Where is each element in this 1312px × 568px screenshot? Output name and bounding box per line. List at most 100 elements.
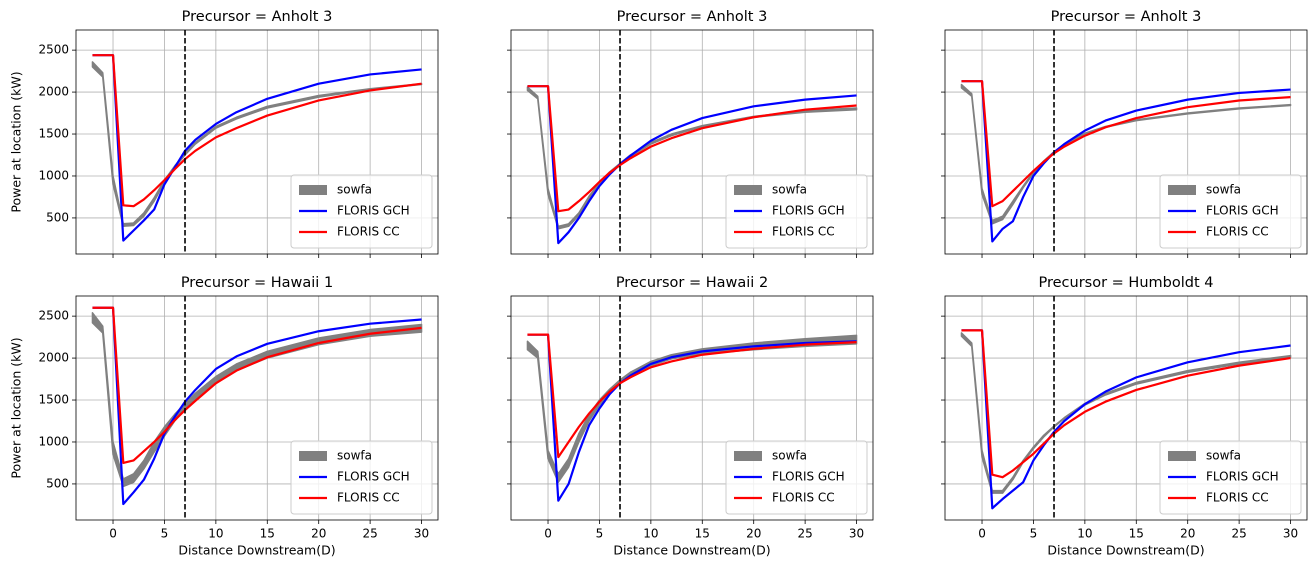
legend: sowfa FLORIS GCH FLORIS CC bbox=[1159, 440, 1302, 515]
y-tick-label: 500 bbox=[46, 476, 69, 490]
legend-label: sowfa bbox=[1206, 183, 1241, 197]
x-tick-label: 5 bbox=[161, 527, 169, 541]
x-tick-label: 25 bbox=[362, 527, 377, 541]
y-axis-label: Power at location (kW) bbox=[9, 71, 24, 212]
x-tick-label: 5 bbox=[596, 527, 604, 541]
axes-frame bbox=[944, 295, 1308, 521]
subplot: 0 5 10 15 20 25 30 Precursor = Hawaii 2 Distance… bbox=[507, 275, 874, 558]
legend-label: sowfa bbox=[772, 449, 807, 463]
x-tick-label: 10 bbox=[1077, 527, 1092, 541]
subplot-title: Precursor = Anholt 3 bbox=[182, 9, 333, 25]
series-line bbox=[527, 85, 857, 213]
subplot: 0 5 10 15 20 25 30 500 1000 1500 2000 2500 Precursor… bbox=[9, 275, 439, 558]
series-line bbox=[527, 85, 857, 245]
legend: sowfa FLORIS GCH FLORIS CC bbox=[1159, 174, 1302, 249]
series-band bbox=[526, 86, 858, 230]
legend-label: FLORIS CC bbox=[772, 225, 835, 239]
legend-label: sowfa bbox=[337, 449, 372, 463]
legend-swatch bbox=[1168, 185, 1196, 195]
legend: sowfa FLORIS GCH FLORIS CC bbox=[725, 174, 868, 249]
series-line bbox=[961, 329, 1291, 510]
legend-label: FLORIS GCH bbox=[1206, 204, 1279, 218]
x-axis-label: Distance Downstream(D) bbox=[613, 543, 770, 558]
series-line bbox=[527, 333, 857, 459]
legend-label: FLORIS CC bbox=[1206, 491, 1269, 505]
legend-label: FLORIS CC bbox=[1206, 225, 1269, 239]
series-band bbox=[91, 312, 423, 488]
y-tick-label: 1000 bbox=[38, 168, 69, 182]
axes-frame bbox=[75, 29, 439, 255]
subplot: 0 5 10 15 20 25 30 Precursor = Humboldt 4 Distan… bbox=[941, 275, 1308, 558]
legend-swatch bbox=[734, 185, 762, 195]
x-tick-label: 5 bbox=[1030, 527, 1038, 541]
y-tick-label: 1500 bbox=[38, 393, 69, 407]
legend-label: FLORIS GCH bbox=[772, 470, 845, 484]
subplot-title: Precursor = Anholt 3 bbox=[617, 9, 768, 25]
legend-label: FLORIS GCH bbox=[337, 204, 410, 218]
subplot-title: Precursor = Hawaii 2 bbox=[616, 275, 768, 291]
series-line bbox=[92, 54, 422, 208]
axes-frame bbox=[75, 295, 439, 521]
series-band bbox=[960, 83, 1292, 225]
series-line bbox=[961, 80, 1291, 208]
x-axis-label: Distance Downstream(D) bbox=[178, 543, 335, 558]
x-tick-label: 0 bbox=[544, 527, 552, 541]
legend-label: FLORIS GCH bbox=[772, 204, 845, 218]
legend-label: sowfa bbox=[337, 183, 372, 197]
x-tick-label: 20 bbox=[1180, 527, 1195, 541]
legend: sowfa FLORIS GCH FLORIS CC bbox=[290, 440, 433, 515]
legend: sowfa FLORIS GCH FLORIS CC bbox=[290, 174, 433, 249]
legend-label: FLORIS GCH bbox=[1206, 470, 1279, 484]
subplot-title: Precursor = Anholt 3 bbox=[1051, 9, 1202, 25]
x-tick-label: 10 bbox=[643, 527, 658, 541]
axes-frame bbox=[510, 295, 874, 521]
x-tick-label: 15 bbox=[260, 527, 275, 541]
y-tick-label: 2000 bbox=[38, 351, 69, 365]
series-line bbox=[961, 329, 1291, 479]
series-line bbox=[961, 80, 1291, 243]
legend-label: FLORIS CC bbox=[337, 491, 400, 505]
x-tick-label: 25 bbox=[1231, 527, 1246, 541]
x-tick-label: 0 bbox=[978, 527, 986, 541]
x-tick-label: 0 bbox=[109, 527, 117, 541]
x-tick-label: 25 bbox=[797, 527, 812, 541]
x-axis-label: Distance Downstream(D) bbox=[1047, 543, 1204, 558]
x-tick-label: 20 bbox=[311, 527, 326, 541]
x-tick-label: 15 bbox=[1129, 527, 1144, 541]
x-tick-label: 15 bbox=[695, 527, 710, 541]
x-tick-label: 10 bbox=[208, 527, 223, 541]
x-tick-label: 20 bbox=[746, 527, 761, 541]
axes-frame bbox=[944, 29, 1308, 255]
series-line bbox=[92, 54, 422, 242]
legend: sowfa FLORIS GCH FLORIS CC bbox=[725, 440, 868, 515]
subplot: Precursor = Anholt 3 sowfa FLORIS GCH FLORI… bbox=[507, 9, 874, 258]
axes-frame bbox=[510, 29, 874, 255]
subplot-title: Precursor = Humboldt 4 bbox=[1039, 275, 1214, 291]
subplot: Precursor = Anholt 3 sowfa FLORIS GCH FLORI… bbox=[941, 9, 1308, 258]
y-axis-label: Power at location (kW) bbox=[9, 337, 24, 478]
y-tick-label: 2500 bbox=[38, 43, 69, 57]
series-line bbox=[92, 306, 422, 506]
legend-swatch bbox=[299, 185, 327, 195]
subplot-title: Precursor = Hawaii 1 bbox=[181, 275, 333, 291]
legend-label: sowfa bbox=[1206, 449, 1241, 463]
series-line bbox=[92, 306, 422, 465]
subplot: 500 1000 1500 2000 2500 Precursor = Anholt 3 P… bbox=[9, 9, 439, 258]
y-tick-label: 1000 bbox=[38, 434, 69, 448]
x-tick-label: 30 bbox=[849, 527, 864, 541]
x-tick-label: 30 bbox=[414, 527, 429, 541]
legend-label: FLORIS GCH bbox=[337, 470, 410, 484]
legend-label: FLORIS CC bbox=[772, 491, 835, 505]
legend-swatch bbox=[299, 451, 327, 461]
y-tick-label: 2000 bbox=[38, 85, 69, 99]
legend-label: FLORIS CC bbox=[337, 225, 400, 239]
y-tick-label: 500 bbox=[46, 210, 69, 224]
legend-label: sowfa bbox=[772, 183, 807, 197]
legend-swatch bbox=[734, 451, 762, 461]
legend-swatch bbox=[1168, 451, 1196, 461]
series-line bbox=[527, 333, 857, 502]
x-tick-label: 30 bbox=[1283, 527, 1298, 541]
y-tick-label: 1500 bbox=[38, 127, 69, 141]
